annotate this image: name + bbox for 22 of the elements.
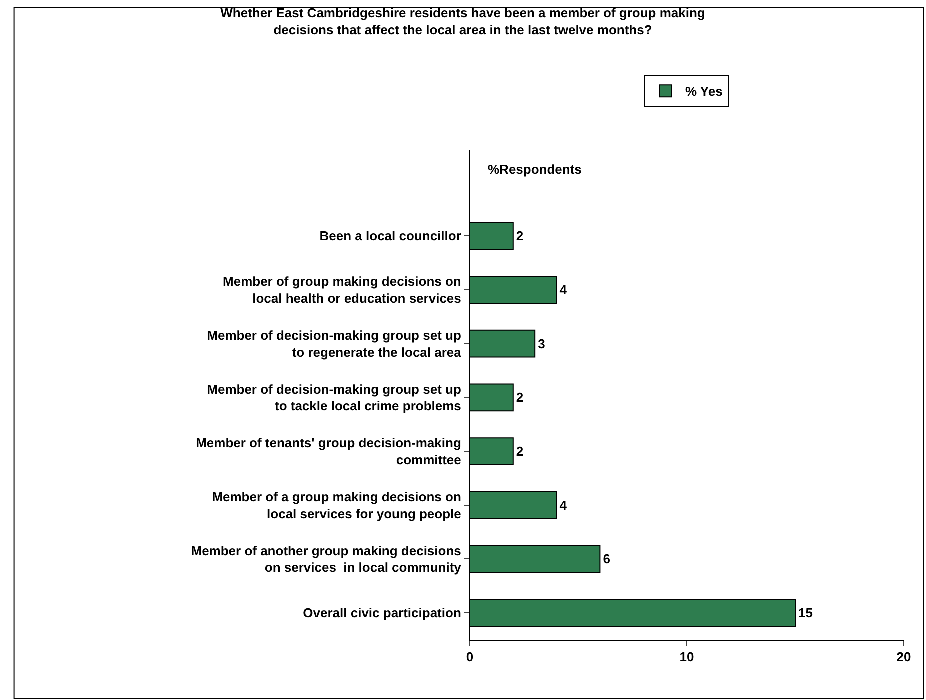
data-label: 6 (603, 552, 610, 567)
y-tick-label: Member of group making decisions on local health or education services (223, 274, 462, 306)
data-label: 3 (538, 336, 546, 352)
chart-title: Whether East Cambridgeshire residents have been a member of group making decisions that affect the local area in the last twelve months? (220, 6, 706, 38)
y-tick-label: Overall civic participation (303, 606, 462, 621)
y-tick-label: Member of decision-making group set up to regenerate the local area (207, 328, 462, 360)
data-label: 15 (798, 606, 813, 621)
data-label: 2 (516, 390, 524, 406)
x-tick-label: 10 (680, 650, 694, 665)
y-tick-label: Been a local councillor (320, 228, 462, 244)
data-label: 4 (560, 282, 568, 298)
data-label: 4 (560, 498, 568, 513)
y-tick-label: Member of a group making decisions on local services for young people (212, 489, 462, 522)
data-label: 2 (516, 444, 524, 460)
y-tick-label: Member of another group making decisions on services in local community (191, 543, 462, 576)
x-tick-label: 20 (896, 650, 912, 665)
legend-label: % Yes (686, 84, 723, 100)
data-label: 2 (516, 228, 524, 244)
y-tick-label: Member of tenants' group decision-making committee (196, 436, 462, 468)
y-tick-label: Member of decision-making group set up to tackle local crime problems (207, 382, 462, 414)
text: %Respondents (488, 162, 582, 177)
x-tick-label: 0 (466, 650, 474, 665)
